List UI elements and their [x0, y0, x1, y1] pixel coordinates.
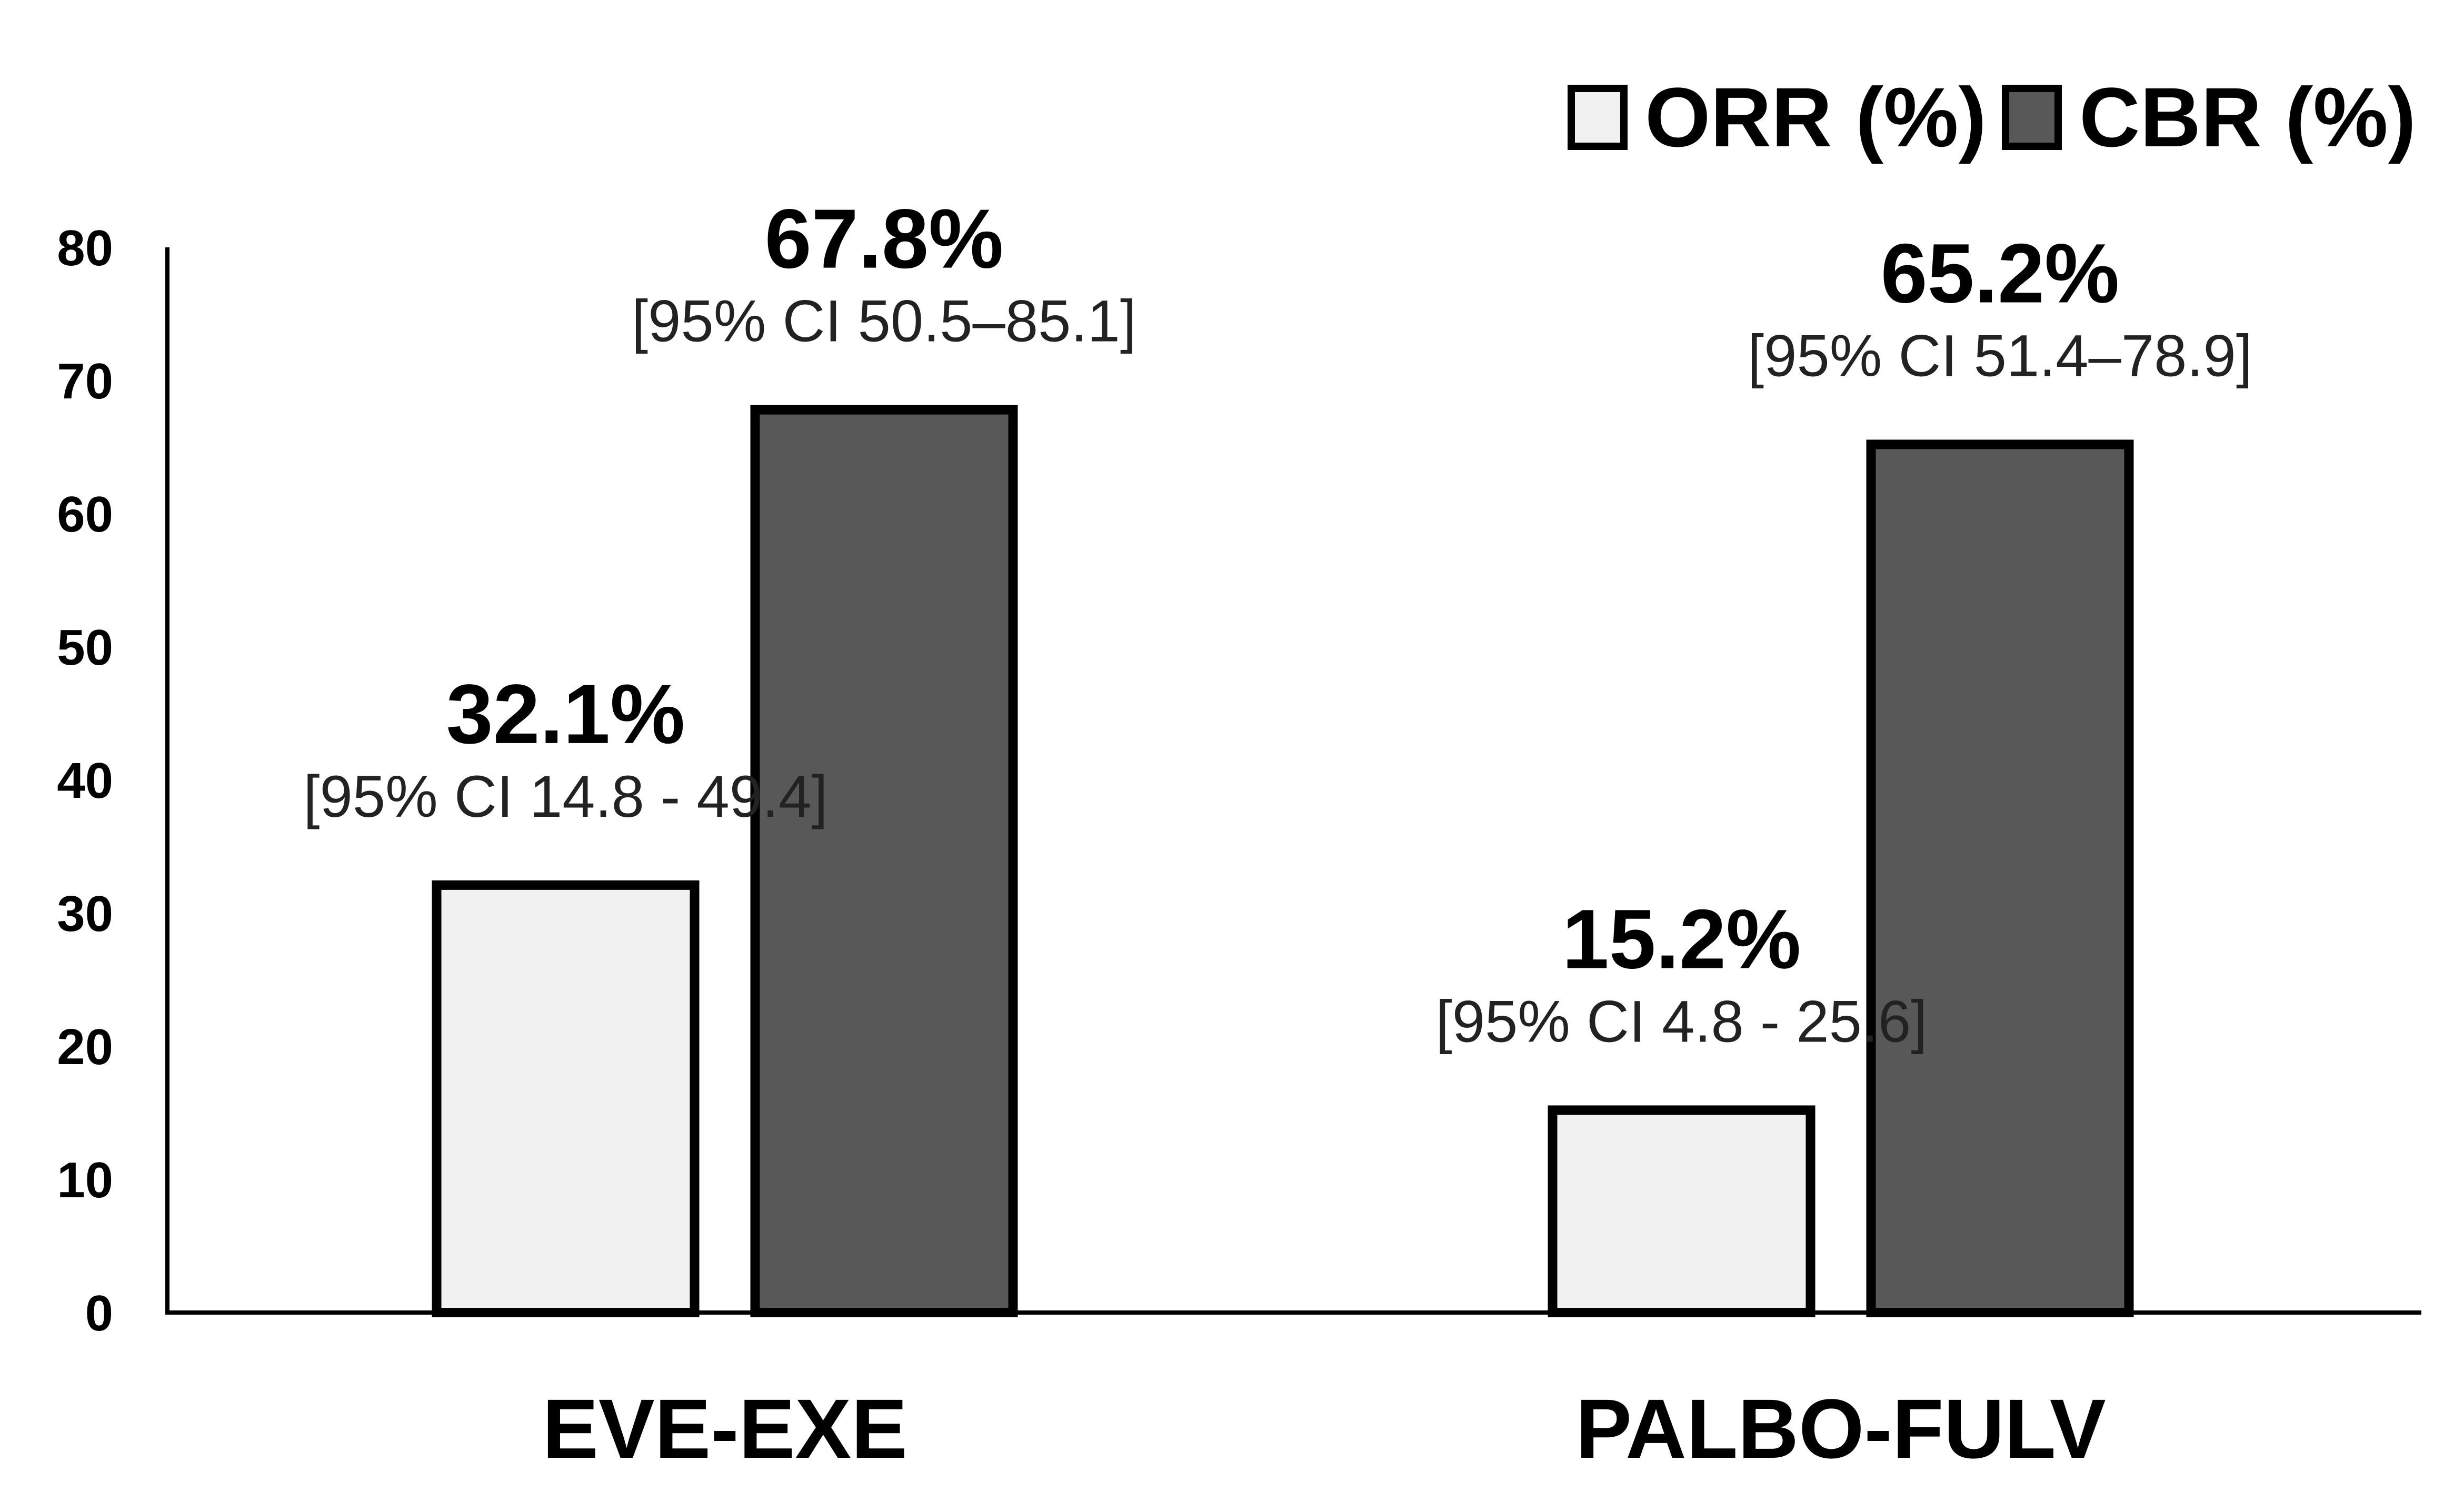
bar-value-label: 67.8% [765, 192, 1004, 286]
y-tick-label: 80 [57, 220, 113, 276]
bar-cbr [750, 405, 1018, 1317]
bar-cbr [1866, 439, 2134, 1318]
bar-orr [432, 880, 700, 1317]
bar-value-label: 65.2% [1881, 226, 2120, 320]
bar-ci-label: [95% CI 51.4–78.9] [1748, 323, 2252, 388]
bar-orr [1548, 1105, 1815, 1317]
y-tick-label: 70 [57, 353, 113, 409]
y-tick-label: 20 [57, 1019, 113, 1075]
bar-ci-label: [95% CI 4.8 - 25.6] [1436, 988, 1928, 1054]
y-tick-label: 40 [57, 753, 113, 809]
bars-layer [432, 405, 2134, 1318]
bar-value-label: 32.1% [446, 667, 685, 761]
x-category-label: PALBO-FULV [1575, 1381, 2106, 1476]
labels-layer: 32.1%[95% CI 14.8 - 49.4] 15.2%[95% CI 4.… [303, 192, 2252, 1055]
legend-swatch-orr [1568, 85, 1628, 150]
y-tick-label: 30 [57, 886, 113, 942]
y-tick-label: 50 [57, 619, 113, 676]
bar-ci-label: [95% CI 14.8 - 49.4] [303, 764, 827, 829]
legend-swatch-cbr [2002, 85, 2062, 150]
legend-label-orr: ORR (%) [1645, 70, 1987, 164]
bar-value-label: 15.2% [1562, 892, 1801, 986]
y-tick-label: 0 [85, 1285, 113, 1341]
y-tick-label: 10 [57, 1152, 113, 1208]
legend-label-cbr: CBR (%) [2079, 70, 2416, 164]
legend: ORR (%) CBR (%) [1568, 70, 2416, 164]
x-category-label: EVE-EXE [542, 1381, 907, 1476]
y-tick-label: 60 [57, 486, 113, 543]
axes-layer: 0 10 20 30 40 50 60 70 80 EVE-EXE PALBO-FULV [57, 220, 2421, 1476]
bar-ci-label: [95% CI 50.5–85.1] [632, 288, 1136, 354]
